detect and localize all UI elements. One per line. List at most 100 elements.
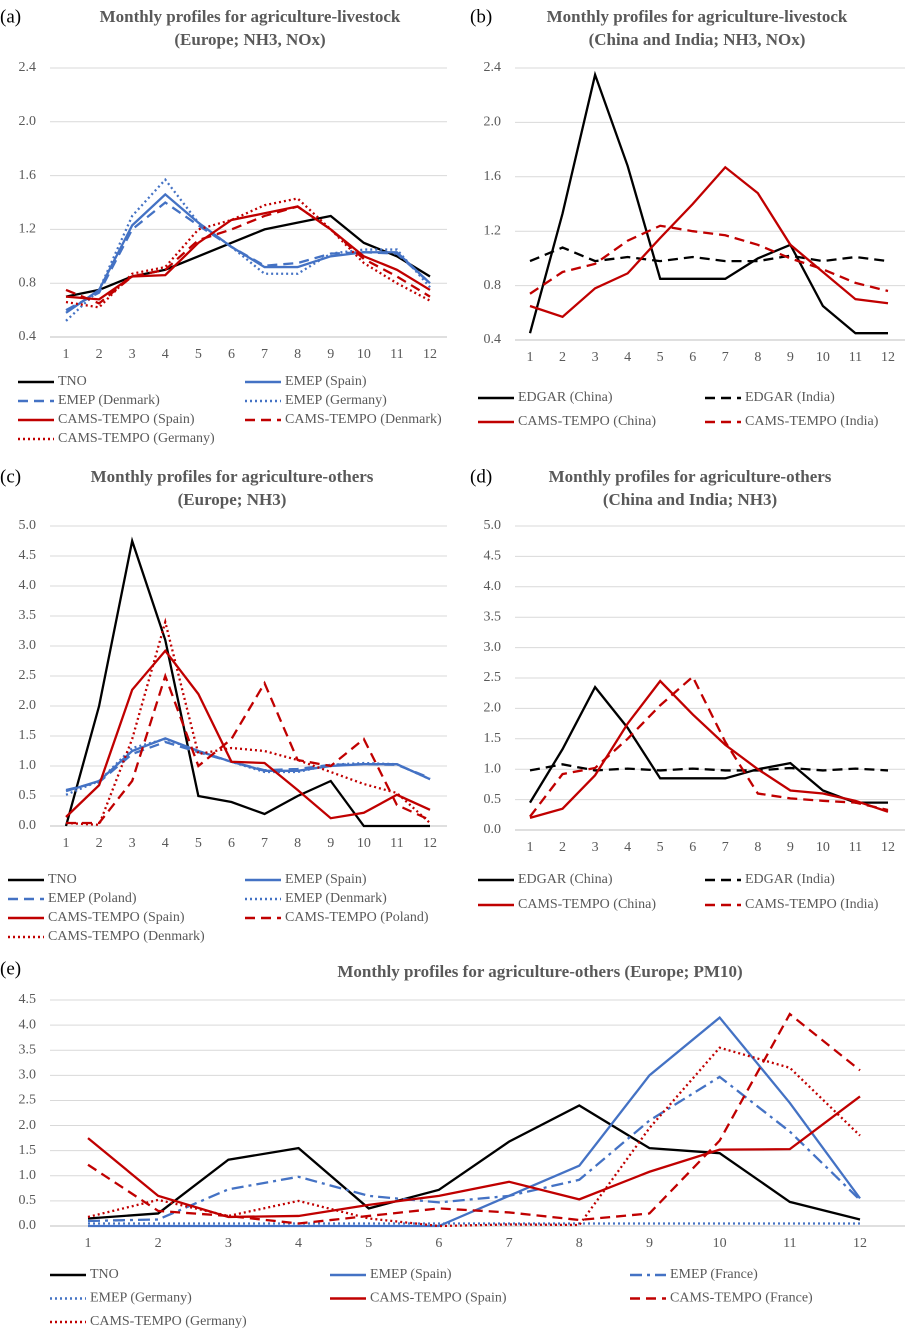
x-tick-label: 6 bbox=[228, 836, 235, 851]
x-tick-label: 11 bbox=[390, 836, 403, 851]
y-tick-label: 3.5 bbox=[19, 608, 37, 623]
x-tick-label: 8 bbox=[576, 1236, 583, 1251]
legend-label: EMEP (Spain) bbox=[285, 872, 367, 887]
y-tick-label: 2.0 bbox=[19, 1118, 37, 1133]
x-tick-label: 7 bbox=[261, 347, 268, 362]
panel-label: (a) bbox=[0, 6, 21, 27]
y-tick-label: 1.5 bbox=[484, 731, 502, 746]
x-tick-label: 6 bbox=[435, 1236, 442, 1251]
series-line bbox=[529, 224, 889, 295]
x-tick-label: 1 bbox=[85, 1236, 92, 1251]
series-line bbox=[64, 536, 430, 828]
series-line bbox=[529, 763, 889, 772]
x-tick-label: 2 bbox=[559, 350, 566, 365]
x-tick-label: 12 bbox=[423, 836, 437, 851]
legend-label: TNO bbox=[58, 374, 87, 389]
chart-title: (China and India; NH3, NOx) bbox=[589, 30, 806, 49]
x-tick-label: 3 bbox=[129, 836, 136, 851]
chart-title: Monthly profiles for agriculture-others bbox=[549, 467, 832, 486]
y-tick-label: 1.5 bbox=[19, 728, 37, 743]
series-line bbox=[87, 1104, 861, 1221]
series-line bbox=[65, 205, 431, 305]
x-tick-label: 5 bbox=[195, 347, 202, 362]
series-line bbox=[65, 201, 431, 312]
y-tick-label: 2.4 bbox=[19, 60, 37, 75]
x-tick-label: 5 bbox=[365, 1236, 372, 1251]
panel-label: (d) bbox=[470, 466, 492, 487]
legend-label: CAMS-TEMPO (Poland) bbox=[285, 910, 429, 925]
legend-label: EMEP (Spain) bbox=[370, 1267, 452, 1282]
x-tick-label: 1 bbox=[527, 840, 534, 855]
panel-label: (e) bbox=[0, 958, 21, 979]
legend-label: CAMS-TEMPO (India) bbox=[745, 897, 879, 912]
x-tick-label: 10 bbox=[713, 1236, 727, 1251]
y-tick-label: 4.5 bbox=[19, 548, 37, 563]
y-tick-label: 5.0 bbox=[19, 518, 37, 533]
y-tick-label: 2.0 bbox=[19, 698, 37, 713]
x-tick-label: 3 bbox=[592, 840, 599, 855]
chart-title: (China and India; NH3) bbox=[603, 490, 777, 509]
y-tick-label: 0.4 bbox=[484, 332, 502, 347]
x-tick-label: 8 bbox=[754, 350, 761, 365]
x-tick-label: 3 bbox=[129, 347, 136, 362]
y-tick-label: 0.0 bbox=[19, 818, 37, 833]
legend-label: CAMS-TEMPO (Germany) bbox=[90, 1314, 247, 1329]
y-tick-label: 3.5 bbox=[19, 1042, 37, 1057]
x-tick-label: 1 bbox=[527, 350, 534, 365]
y-tick-label: 1.6 bbox=[484, 169, 502, 184]
x-tick-label: 11 bbox=[849, 350, 862, 365]
x-tick-label: 6 bbox=[689, 840, 696, 855]
series-line bbox=[87, 1046, 861, 1228]
series-line bbox=[65, 648, 431, 820]
y-tick-label: 0.0 bbox=[484, 822, 502, 837]
y-tick-label: 0.8 bbox=[19, 275, 37, 290]
series-line bbox=[87, 1095, 861, 1219]
x-tick-label: 11 bbox=[849, 840, 862, 855]
y-tick-label: 1.0 bbox=[19, 758, 37, 773]
series-line bbox=[65, 617, 431, 826]
x-tick-label: 2 bbox=[559, 840, 566, 855]
legend-label: EMEP (Poland) bbox=[48, 891, 137, 906]
x-tick-label: 10 bbox=[357, 836, 371, 851]
legend-label: CAMS-TEMPO (Denmark) bbox=[285, 412, 442, 427]
legend-label: CAMS-TEMPO (Germany) bbox=[58, 431, 215, 446]
y-tick-label: 1.0 bbox=[19, 1168, 37, 1183]
series-line bbox=[529, 165, 889, 319]
legend-label: TNO bbox=[90, 1267, 119, 1282]
x-tick-label: 4 bbox=[295, 1236, 302, 1251]
y-tick-label: 3.0 bbox=[484, 640, 502, 655]
x-tick-label: 1 bbox=[63, 836, 70, 851]
series-line bbox=[87, 1075, 861, 1223]
y-tick-label: 2.5 bbox=[19, 1093, 37, 1108]
y-tick-label: 0.5 bbox=[484, 792, 502, 807]
y-tick-label: 1.2 bbox=[484, 223, 502, 238]
x-tick-label: 8 bbox=[754, 840, 761, 855]
y-tick-label: 4.0 bbox=[19, 1017, 37, 1032]
y-tick-label: 2.5 bbox=[19, 668, 37, 683]
x-tick-label: 7 bbox=[506, 1236, 513, 1251]
y-tick-label: 1.0 bbox=[484, 761, 502, 776]
series-line bbox=[529, 674, 889, 818]
x-tick-label: 5 bbox=[657, 840, 664, 855]
x-tick-label: 4 bbox=[162, 347, 169, 362]
x-tick-label: 11 bbox=[783, 1236, 796, 1251]
x-tick-label: 7 bbox=[261, 836, 268, 851]
chart-title: Monthly profiles for agriculture-others … bbox=[337, 962, 742, 981]
legend-label: CAMS-TEMPO (China) bbox=[518, 897, 656, 912]
legend-label: EMEP (Germany) bbox=[285, 393, 387, 408]
y-tick-label: 3.5 bbox=[484, 609, 502, 624]
y-tick-label: 0.0 bbox=[19, 1218, 37, 1233]
x-tick-label: 10 bbox=[357, 347, 371, 362]
legend-label: EMEP (France) bbox=[670, 1267, 758, 1282]
x-tick-label: 12 bbox=[423, 347, 437, 362]
x-tick-label: 9 bbox=[327, 836, 334, 851]
y-tick-label: 2.0 bbox=[484, 701, 502, 716]
x-tick-label: 6 bbox=[228, 347, 235, 362]
legend-label: EMEP (Denmark) bbox=[58, 393, 160, 408]
x-tick-label: 4 bbox=[624, 350, 631, 365]
series-line bbox=[65, 740, 431, 792]
y-tick-label: 1.6 bbox=[19, 168, 37, 183]
y-tick-label: 2.0 bbox=[484, 115, 502, 130]
y-tick-label: 1.2 bbox=[19, 222, 37, 237]
x-tick-label: 5 bbox=[657, 350, 664, 365]
